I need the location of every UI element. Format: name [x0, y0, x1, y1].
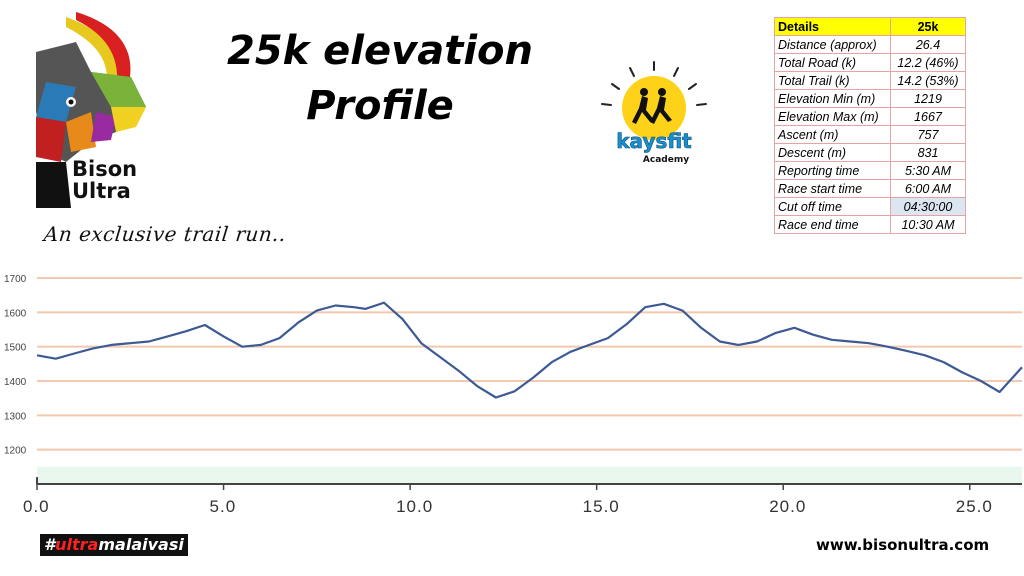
details-value: 14.2 (53%)	[890, 71, 966, 90]
details-label: Descent (m)	[774, 143, 891, 162]
details-value: 10:30 AM	[890, 215, 966, 234]
details-label: Reporting time	[774, 161, 891, 180]
sponsor-sub: Academy	[643, 155, 689, 165]
details-header-row: Details 25k	[774, 17, 966, 36]
sponsor-name: kaysfit	[616, 129, 692, 153]
details-value: 04:30:00	[890, 197, 966, 216]
x-tick-label: 25.0	[956, 497, 993, 516]
hashtag-prefix: #	[44, 535, 56, 554]
logo-text-line2: Ultra	[72, 179, 131, 203]
y-tick-label: 1500	[4, 343, 27, 354]
floor-band	[37, 466, 1022, 484]
bison-ultra-logo	[36, 12, 146, 208]
details-label: Cut off time	[774, 197, 891, 216]
details-value: 12.2 (46%)	[890, 53, 966, 72]
x-tick-label: 10.0	[396, 497, 433, 516]
x-tick-label: 0.0	[23, 497, 50, 516]
tagline: An exclusive trail run..	[42, 222, 288, 246]
details-row: Cut off time 04:30:00	[774, 197, 966, 216]
details-row: Distance (approx) 26.4	[774, 35, 966, 54]
details-label: Total Road (k)	[774, 53, 891, 72]
details-row: Race end time 10:30 AM	[774, 215, 966, 234]
page-title-line1: 25k elevation	[226, 28, 533, 74]
details-row: Elevation Max (m) 1667	[774, 107, 966, 126]
hashtag-red: ultra	[55, 535, 99, 554]
x-tick-label: 5.0	[210, 497, 237, 516]
y-tick-label: 1700	[4, 274, 27, 285]
details-row: Race start time 6:00 AM	[774, 179, 966, 198]
details-value: 1667	[890, 107, 966, 126]
elevation-line	[36, 301, 1023, 399]
logo-text: Bison Ultra	[72, 158, 137, 202]
details-label: Elevation Min (m)	[774, 89, 891, 108]
y-tick-label: 1400	[4, 377, 27, 388]
details-label: Distance (approx)	[774, 35, 891, 54]
details-row: Elevation Min (m) 1219	[774, 89, 966, 108]
details-value: 6:00 AM	[890, 179, 966, 198]
details-row: Total Trail (k) 14.2 (53%)	[774, 71, 966, 90]
details-value: 831	[890, 143, 966, 162]
hashtag-rest: malaivasi	[98, 535, 184, 554]
details-row: Reporting time 5:30 AM	[774, 161, 966, 180]
elevation-chart: 1200 1300 1400 1500 1600 1700 0.0 5.0 10.0 15.0 20…	[4, 274, 1023, 516]
y-tick-label: 1300	[4, 411, 27, 422]
details-label: Race start time	[774, 179, 891, 198]
details-label: Elevation Max (m)	[774, 107, 891, 126]
x-tick-label: 20.0	[769, 497, 806, 516]
details-value: 5:30 AM	[890, 161, 966, 180]
details-table: Details 25k Distance (approx) 26.4 Total Roa…	[774, 17, 966, 234]
details-label: Total Trail (k)	[774, 71, 891, 90]
details-label: Details	[774, 17, 891, 36]
y-tick-label: 1200	[4, 446, 27, 457]
website-url: www.bisonultra.com	[816, 536, 990, 554]
page-title-line2: Profile	[306, 83, 454, 129]
details-row: Descent (m) 831	[774, 143, 966, 162]
hashtag-badge: #ultramalaivasi	[40, 534, 188, 556]
details-row: Ascent (m) 757	[774, 125, 966, 144]
details-value: 757	[890, 125, 966, 144]
page-title: 25k elevation Profile	[210, 24, 550, 134]
details-value: 26.4	[890, 35, 966, 54]
x-tick-label: 15.0	[583, 497, 620, 516]
details-value: 25k	[890, 17, 966, 36]
details-label: Race end time	[774, 215, 891, 234]
details-label: Ascent (m)	[774, 125, 891, 144]
details-value: 1219	[890, 89, 966, 108]
details-row: Total Road (k) 12.2 (46%)	[774, 53, 966, 72]
logo-text-line1: Bison	[72, 157, 138, 181]
details-table-container: Details 25k Distance (approx) 26.4 Total Roa…	[770, 14, 970, 251]
y-tick-label: 1600	[4, 308, 27, 319]
kaysfit-logo: kaysfit Academy	[601, 61, 707, 165]
